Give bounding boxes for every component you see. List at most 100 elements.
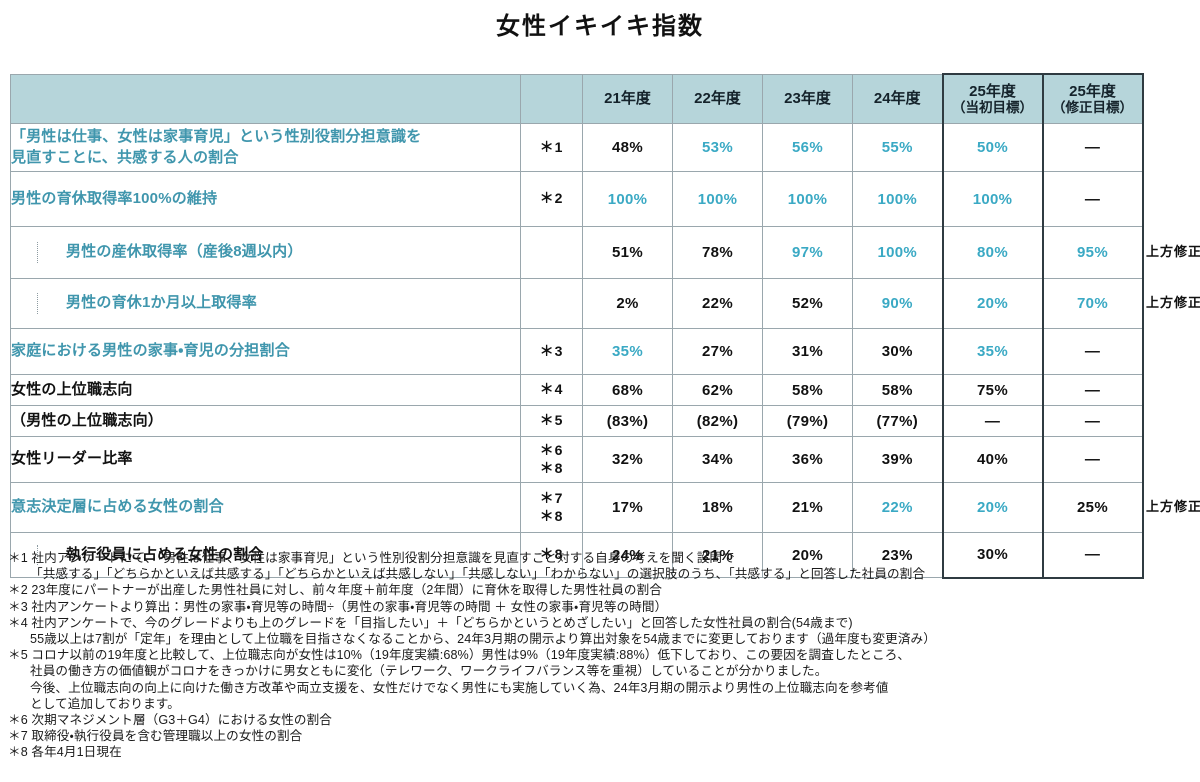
table-row: 女性の上位職志向 ＊4 68% 62% 58% 58% 75% — bbox=[10, 374, 1144, 406]
footnote-line: ＊3 社内アンケートより算出：男性の家事・育児等の時間÷（男性の家事・育児等の時… bbox=[8, 599, 668, 614]
row-value-target-revised: 70% bbox=[1041, 278, 1144, 329]
row-label-text: 女性の上位職志向 bbox=[11, 380, 133, 398]
footnote-line: ＊4 社内アンケートで、今のグレードよりも上のグレードを「目指したい」＋「どちら… bbox=[8, 615, 853, 630]
header-year-23: 23年度 bbox=[762, 73, 853, 124]
row-footnote-ref: ＊8 bbox=[520, 532, 583, 578]
row-value-target-initial: 20% bbox=[941, 482, 1044, 533]
revision-annotation: 上方修正 bbox=[1146, 295, 1200, 310]
footnote-line: として追加しております。 bbox=[30, 696, 180, 711]
footnote-line: ＊2 23年度にパートナーが出産した男性社員に対し、前々年度＋前年度（2年間）に… bbox=[8, 583, 663, 598]
row-value-24年度: 23% bbox=[852, 532, 943, 578]
row-value-24年度: 58% bbox=[852, 374, 943, 406]
header-target-initial: 25年度 （当初目標） bbox=[941, 73, 1044, 124]
row-label-text: 執行役員に占める女性の割合 bbox=[37, 544, 512, 566]
table-row: 意志決定層に占める女性の割合 ＊7 ＊8 17% 18% 21% 22% 20% 25% bbox=[10, 482, 1144, 533]
row-footnote-ref: ＊7 ＊8 bbox=[520, 482, 583, 533]
row-label-text: 見直すことに、共感する人の割合 bbox=[11, 148, 239, 166]
header-row: 21年度 22年度 23年度 24年度 25年度 （当初目標） 25年度 （修正… bbox=[10, 73, 1144, 124]
row-footnote-ref bbox=[520, 226, 583, 279]
row-label-text: 「男性は仕事、女性は家事育児」という性別役割分担意識を bbox=[11, 128, 422, 146]
row-value-23年度: 52% bbox=[762, 278, 853, 329]
row-value-21年度: 35% bbox=[582, 328, 673, 375]
footnote-line: 今後、上位職志向の向上に向けた働き方改革や両立支援を、女性だけでなく男性にも実施… bbox=[30, 680, 889, 695]
header-target-revised: 25年度 （修正目標） bbox=[1041, 73, 1144, 124]
row-label-text: （男性の上位職志向） bbox=[11, 411, 164, 429]
row-label: 男性の産休取得率（産後8週以内） bbox=[10, 226, 521, 279]
page-title: 女性イキイキ指数 bbox=[496, 13, 704, 40]
header-year-22: 22年度 bbox=[672, 73, 763, 124]
revision-annotation: 上方修正 bbox=[1146, 244, 1200, 259]
row-value-21年度: 2% bbox=[582, 278, 673, 329]
row-value-23年度: 31% bbox=[762, 328, 853, 375]
row-footnote-ref: ＊2 bbox=[520, 171, 583, 227]
row-label: 男性の育休1か月以上取得率 bbox=[10, 278, 521, 329]
header-year-21: 21年度 bbox=[582, 73, 673, 124]
row-label: （男性の上位職志向） bbox=[10, 405, 521, 437]
header-target-revised-sub: （修正目標） bbox=[1052, 99, 1133, 115]
row-value-target-revised: — bbox=[1041, 374, 1144, 406]
row-value-23年度: (79%) bbox=[762, 405, 853, 437]
header-target-initial-sub: （当初目標） bbox=[952, 99, 1033, 115]
footnote-line: 社員の働き方の価値観がコロナをきっかけに男女ともに変化（テレワーク、ワークライフ… bbox=[30, 664, 828, 679]
footnote-line: ＊6 次期マネジメント層（G3＋G4）における女性の割合 bbox=[8, 713, 332, 728]
table-row: 男性の産休取得率（産後8週以内） 51% 78% 97% 100% 80% 95% bbox=[10, 226, 1144, 279]
row-value-target-initial: 35% bbox=[941, 328, 1044, 375]
row-footnote-ref: ＊4 bbox=[520, 374, 583, 406]
row-value-22年度: 53% bbox=[672, 123, 763, 172]
row-label-text: 男性の育休取得率100%の維持 bbox=[11, 189, 218, 207]
table-body: 「男性は仕事、女性は家事育児」という性別役割分担意識を 見直すことに、共感する人の… bbox=[10, 123, 1144, 579]
revision-annotation: 上方修正 bbox=[1146, 499, 1200, 514]
row-label: 男性の育休取得率100%の維持 bbox=[10, 171, 521, 227]
row-value-22年度: 78% bbox=[672, 226, 763, 279]
row-value-target-initial: 75% bbox=[941, 374, 1044, 406]
row-value-22年度: 21% bbox=[672, 532, 763, 578]
footnote-line: ＊7 取締役・執行役員を含む管理職以上の女性の割合 bbox=[8, 729, 303, 744]
table-row: 女性リーダー比率 ＊6 ＊8 32% 34% 36% 39% 40% — bbox=[10, 436, 1144, 483]
revision-annotations: 上方修正 上方修正 上方修正 bbox=[1146, 73, 1200, 543]
table-row: 「男性は仕事、女性は家事育児」という性別役割分担意識を 見直すことに、共感する人の… bbox=[10, 123, 1144, 172]
row-value-target-revised: 95% bbox=[1041, 226, 1144, 279]
row-value-24年度: 100% bbox=[852, 171, 943, 227]
row-value-target-initial: 50% bbox=[941, 123, 1044, 172]
row-value-23年度: 100% bbox=[762, 171, 853, 227]
row-value-21年度: 100% bbox=[582, 171, 673, 227]
row-value-22年度: 18% bbox=[672, 482, 763, 533]
row-value-target-revised: — bbox=[1041, 436, 1144, 483]
row-value-24年度: 30% bbox=[852, 328, 943, 375]
row-value-22年度: (82%) bbox=[672, 405, 763, 437]
row-value-21年度: (83%) bbox=[582, 405, 673, 437]
row-value-22年度: 27% bbox=[672, 328, 763, 375]
row-label: 意志決定層に占める女性の割合 bbox=[10, 482, 521, 533]
row-value-target-initial: 100% bbox=[941, 171, 1044, 227]
row-footnote-ref: ＊3 bbox=[520, 328, 583, 375]
row-value-target-revised: — bbox=[1041, 123, 1144, 172]
row-value-target-revised: 25% bbox=[1041, 482, 1144, 533]
row-value-23年度: 21% bbox=[762, 482, 853, 533]
row-value-23年度: 20% bbox=[762, 532, 853, 578]
header-note-blank bbox=[520, 73, 583, 124]
header-label-blank bbox=[10, 73, 521, 124]
row-value-22年度: 100% bbox=[672, 171, 763, 227]
header-target-revised-main: 25年度 bbox=[1069, 82, 1116, 100]
footnote-line: ＊8 各年4月1日現在 bbox=[8, 745, 122, 760]
row-value-22年度: 22% bbox=[672, 278, 763, 329]
row-label: 女性の上位職志向 bbox=[10, 374, 521, 406]
row-value-24年度: 100% bbox=[852, 226, 943, 279]
row-value-target-initial: — bbox=[941, 405, 1044, 437]
row-label-text: 家庭における男性の家事・育児の分担割合 bbox=[11, 342, 290, 360]
row-value-24年度: (77%) bbox=[852, 405, 943, 437]
table-row: （男性の上位職志向） ＊5 (83%) (82%) (79%) (77%) — — bbox=[10, 405, 1144, 437]
row-label-text: 男性の育休1か月以上取得率 bbox=[37, 293, 512, 314]
row-value-target-initial: 20% bbox=[941, 278, 1044, 329]
row-value-21年度: 17% bbox=[582, 482, 673, 533]
index-table-container: 21年度 22年度 23年度 24年度 25年度 （当初目標） 25年度 （修正… bbox=[10, 73, 1144, 579]
row-value-23年度: 97% bbox=[762, 226, 853, 279]
row-label-text: 意志決定層に占める女性の割合 bbox=[11, 498, 224, 516]
row-footnote-ref: ＊1 bbox=[520, 123, 583, 172]
table-row: 男性の育休取得率100%の維持 ＊2 100% 100% 100% 100% 100% — bbox=[10, 171, 1144, 227]
row-value-21年度: 68% bbox=[582, 374, 673, 406]
row-value-24年度: 39% bbox=[852, 436, 943, 483]
row-value-23年度: 36% bbox=[762, 436, 853, 483]
header-target-initial-main: 25年度 bbox=[969, 82, 1016, 100]
footnote-line: 「共感する」「どちらかといえば共感する」「どちらかといえば共感しない」「共感しな… bbox=[30, 567, 926, 582]
